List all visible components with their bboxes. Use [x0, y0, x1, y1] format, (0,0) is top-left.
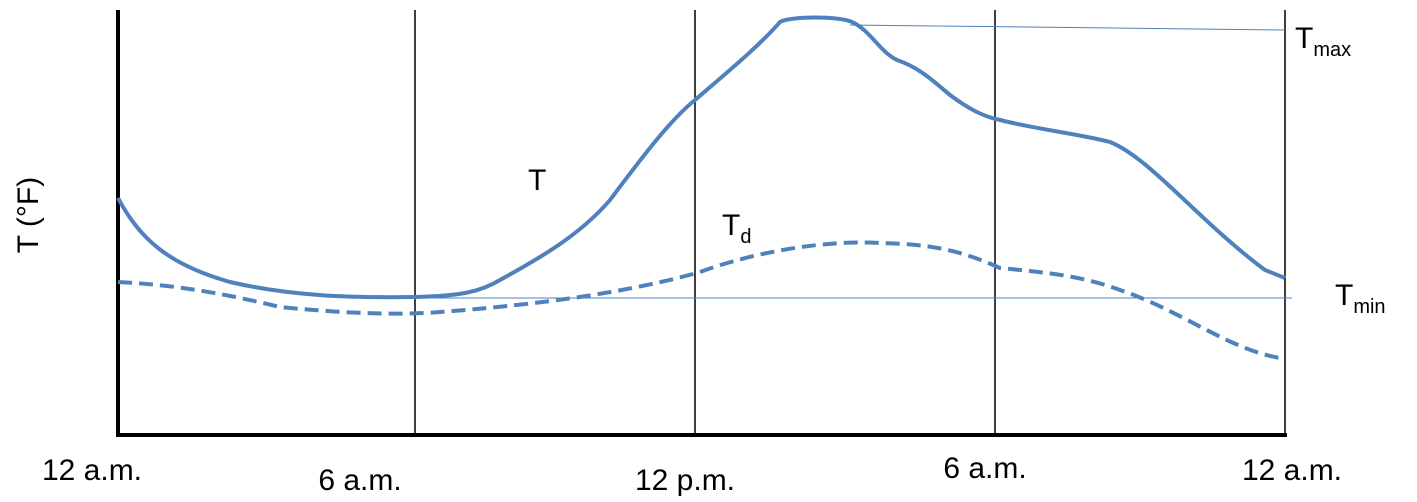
- dewpoint-curve: [117, 240, 1281, 360]
- label-base: T: [722, 209, 740, 242]
- x-label: 12 a.m.: [42, 454, 142, 487]
- temperature-curve: [116, 15, 1286, 300]
- tmax-line: [849, 24, 1286, 31]
- label-base: T: [528, 164, 546, 197]
- curve-label: Td: [722, 209, 751, 248]
- x-label: 6 a.m.: [943, 452, 1026, 485]
- label-sub: d: [740, 226, 751, 248]
- x-label: 6 a.m.: [318, 464, 401, 497]
- label-base: T: [1335, 279, 1353, 312]
- label-sub: min: [1353, 296, 1385, 318]
- label-base: T: [1295, 22, 1313, 55]
- curve-label: T: [528, 164, 546, 197]
- x-label: 12 a.m.: [1242, 454, 1342, 487]
- x-label: 12 p.m.: [635, 464, 735, 497]
- curve-label: Tmax: [1295, 22, 1351, 61]
- label-sub: max: [1313, 39, 1351, 61]
- curve-label: Tmin: [1335, 279, 1386, 318]
- y-axis-label: T (°F): [12, 177, 45, 253]
